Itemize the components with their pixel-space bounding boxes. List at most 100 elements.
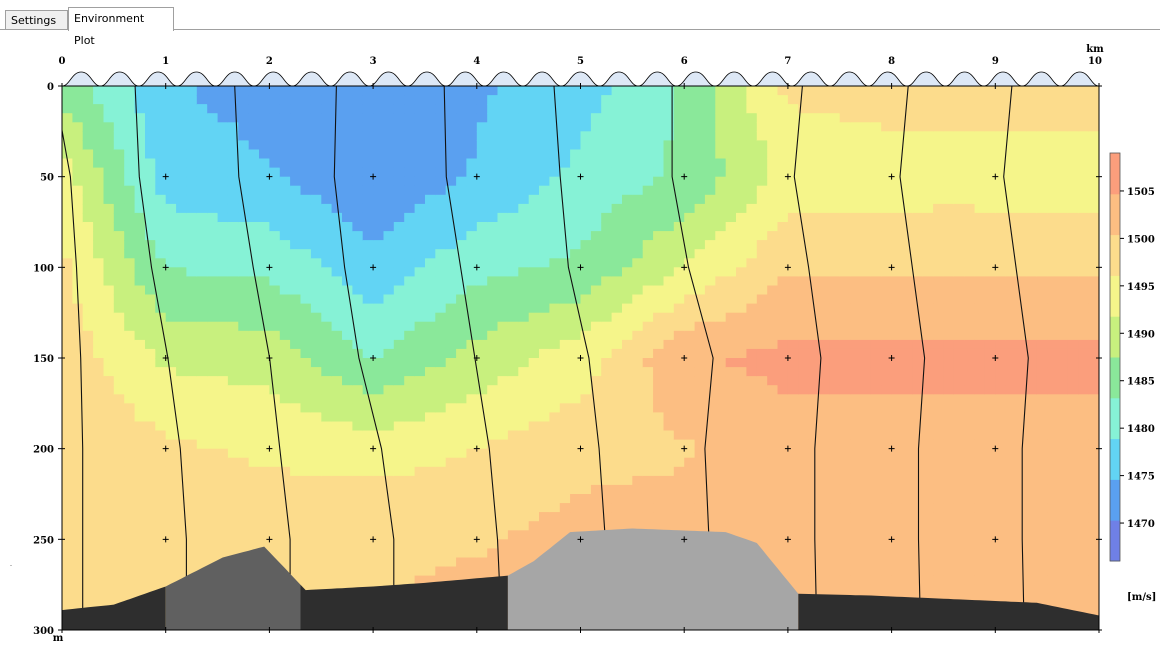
sound-speed-cell xyxy=(373,503,385,513)
sound-speed-cell xyxy=(787,339,799,350)
sound-speed-cell xyxy=(466,348,478,359)
sound-speed-cell xyxy=(352,303,364,314)
sound-speed-cell xyxy=(72,584,84,595)
sound-speed-cell xyxy=(756,86,768,96)
sound-speed-cell xyxy=(456,312,468,323)
sound-speed-cell xyxy=(186,149,198,160)
sound-speed-cell xyxy=(673,376,685,386)
sound-speed-cell xyxy=(767,104,779,114)
sound-speed-cell xyxy=(248,158,260,169)
sound-speed-cell xyxy=(891,131,903,141)
sound-speed-cell xyxy=(445,276,457,287)
sound-speed-cell xyxy=(269,267,281,277)
sound-speed-cell xyxy=(912,267,924,277)
sound-speed-cell xyxy=(694,285,706,296)
sound-speed-cell xyxy=(787,285,799,296)
sound-speed-cell xyxy=(310,258,322,268)
sound-speed-cell xyxy=(445,430,457,441)
sound-speed-cell xyxy=(62,593,73,604)
sound-speed-cell xyxy=(145,167,156,178)
sound-speed-cell xyxy=(653,503,665,513)
sound-speed-cell xyxy=(684,285,696,296)
sound-speed-cell xyxy=(912,222,924,232)
sound-speed-cell xyxy=(891,140,903,151)
sound-speed-cell xyxy=(145,95,156,105)
sound-speed-cell xyxy=(746,439,758,450)
sound-speed-cell xyxy=(176,376,188,386)
edge-mark xyxy=(10,565,12,566)
sound-speed-cell xyxy=(912,394,924,404)
sound-speed-cell xyxy=(362,267,374,277)
sound-speed-cell xyxy=(476,385,488,395)
sound-speed-cell xyxy=(570,158,582,169)
sound-speed-cell xyxy=(134,203,146,214)
sound-speed-cell xyxy=(103,140,115,151)
sound-speed-cell xyxy=(456,512,468,522)
sound-speed-cell xyxy=(704,203,716,214)
sound-speed-cell xyxy=(383,530,395,540)
sound-speed-cell xyxy=(290,557,302,568)
sound-speed-cell xyxy=(829,376,841,386)
sound-speed-cell xyxy=(767,394,779,404)
sound-speed-cell xyxy=(456,194,468,205)
sound-speed-cell xyxy=(767,358,779,368)
sound-speed-cell xyxy=(663,412,675,423)
sound-speed-cell xyxy=(539,503,550,513)
sound-speed-cell xyxy=(176,439,188,450)
sound-speed-cell xyxy=(559,194,571,205)
sound-speed-cell xyxy=(310,249,322,259)
sound-speed-cell xyxy=(134,376,146,386)
sound-speed-cell xyxy=(425,466,436,477)
sound-speed-cell xyxy=(93,439,105,450)
sound-speed-cell xyxy=(248,222,260,232)
tab-settings[interactable]: Settings xyxy=(5,10,68,30)
sound-speed-cell xyxy=(787,421,799,432)
sound-speed-cell xyxy=(414,222,426,232)
sound-speed-cell xyxy=(839,95,851,105)
sound-speed-cell xyxy=(238,521,250,531)
sound-speed-cell xyxy=(497,321,509,332)
sound-speed-cell xyxy=(891,575,903,586)
sound-speed-cell xyxy=(279,158,291,169)
sound-speed-cell xyxy=(456,158,468,169)
sound-speed-cell xyxy=(497,167,509,178)
sound-speed-cell xyxy=(165,140,177,151)
sound-speed-cell xyxy=(902,330,913,341)
sound-speed-cell xyxy=(145,539,156,549)
sound-speed-cell xyxy=(632,466,644,477)
sound-speed-cell xyxy=(819,249,830,259)
sound-speed-cell xyxy=(912,494,924,504)
sound-speed-cell xyxy=(103,503,115,513)
sound-speed-cell xyxy=(259,321,270,332)
sound-speed-cell xyxy=(715,448,727,459)
sound-speed-cell xyxy=(798,394,810,404)
sound-speed-cell xyxy=(124,439,136,450)
sound-speed-cell xyxy=(580,185,592,196)
sound-speed-cell xyxy=(580,104,592,114)
sound-speed-cell xyxy=(373,512,385,522)
tab-environment-plot[interactable]: Environment Plot xyxy=(68,7,174,47)
sound-speed-cell xyxy=(580,475,592,486)
sound-speed-cell xyxy=(466,140,478,151)
sound-speed-cell xyxy=(912,475,924,486)
sound-speed-cell xyxy=(777,276,789,287)
sound-speed-cell xyxy=(82,212,94,223)
sound-speed-cell xyxy=(891,240,903,250)
sound-speed-cell xyxy=(632,113,644,123)
sound-speed-cell xyxy=(373,176,385,187)
sound-speed-cell xyxy=(207,512,219,522)
sound-speed-cell xyxy=(393,484,405,495)
sound-speed-cell xyxy=(373,385,385,395)
sound-speed-cell xyxy=(528,113,540,123)
sound-speed-cell xyxy=(798,494,810,504)
sound-speed-cell xyxy=(134,267,146,277)
sound-speed-cell xyxy=(362,167,374,178)
sound-speed-cell xyxy=(819,503,830,513)
sound-speed-cell xyxy=(217,539,229,549)
sound-speed-cell xyxy=(331,367,343,377)
sound-speed-cell xyxy=(134,222,146,232)
sound-speed-cell xyxy=(93,312,105,323)
sound-speed-cell xyxy=(342,566,353,577)
sound-speed-cell xyxy=(456,86,468,96)
sound-speed-cell xyxy=(466,185,478,196)
